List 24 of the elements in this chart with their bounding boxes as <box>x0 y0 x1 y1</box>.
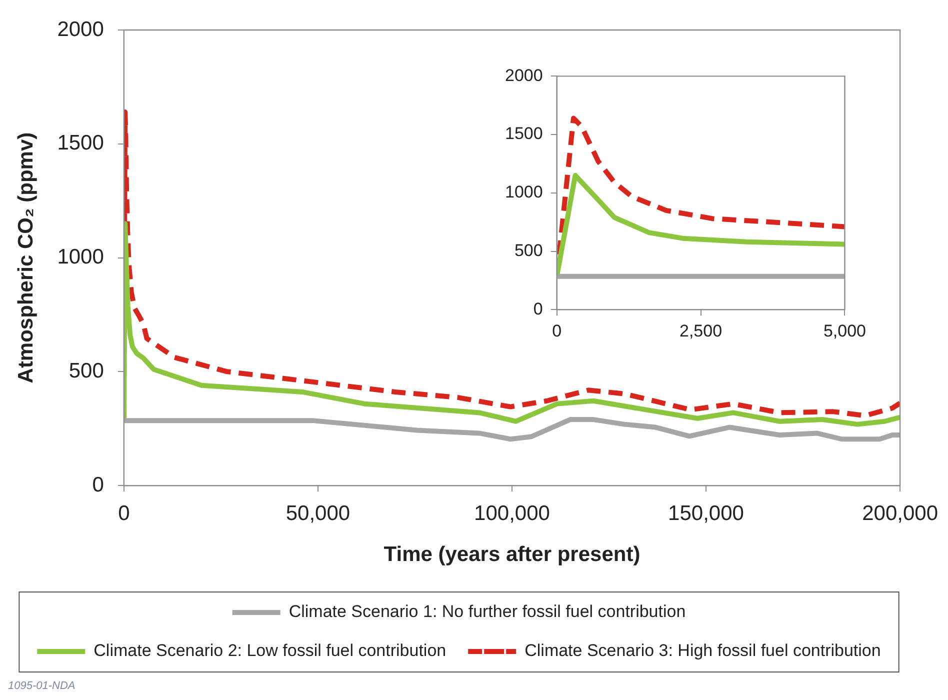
y-tick-label: 1500 <box>57 132 104 155</box>
y-tick-label: 1000 <box>57 246 104 269</box>
y-tick-label: 1000 <box>504 182 543 202</box>
legend-label: Climate Scenario 2: Low fossil fuel contribution <box>94 641 446 660</box>
x-tick-label: 150,000 <box>668 502 744 525</box>
y-tick-label: 2000 <box>504 66 543 85</box>
y-tick-label: 500 <box>68 359 104 382</box>
x-tick-label: 0 <box>118 502 130 525</box>
y-tick-label: 2000 <box>57 18 104 41</box>
y-tick-label: 1500 <box>504 124 543 144</box>
x-tick-label: 200,000 <box>862 502 938 525</box>
x-tick-label: 50,000 <box>286 502 350 525</box>
y-tick-label: 0 <box>533 299 543 318</box>
x-tick-label: 100,000 <box>474 502 550 525</box>
y-axis-title: Atmospheric CO₂ (ppmv) <box>14 132 38 384</box>
x-tick-label: 0 <box>552 321 562 340</box>
y-tick-label: 500 <box>514 240 543 260</box>
legend-label: Climate Scenario 1: No further fossil fuel contribution <box>288 602 686 622</box>
legend-label: Climate Scenario 3: High fossil fuel contribution <box>524 641 881 660</box>
text: 1095-01-NDA <box>8 680 76 692</box>
x-tick-label: 2,500 <box>680 321 722 340</box>
x-tick-label: 5,000 <box>823 321 866 340</box>
x-axis-title: Time (years after present) <box>384 543 640 566</box>
y-tick-label: 0 <box>92 473 104 496</box>
